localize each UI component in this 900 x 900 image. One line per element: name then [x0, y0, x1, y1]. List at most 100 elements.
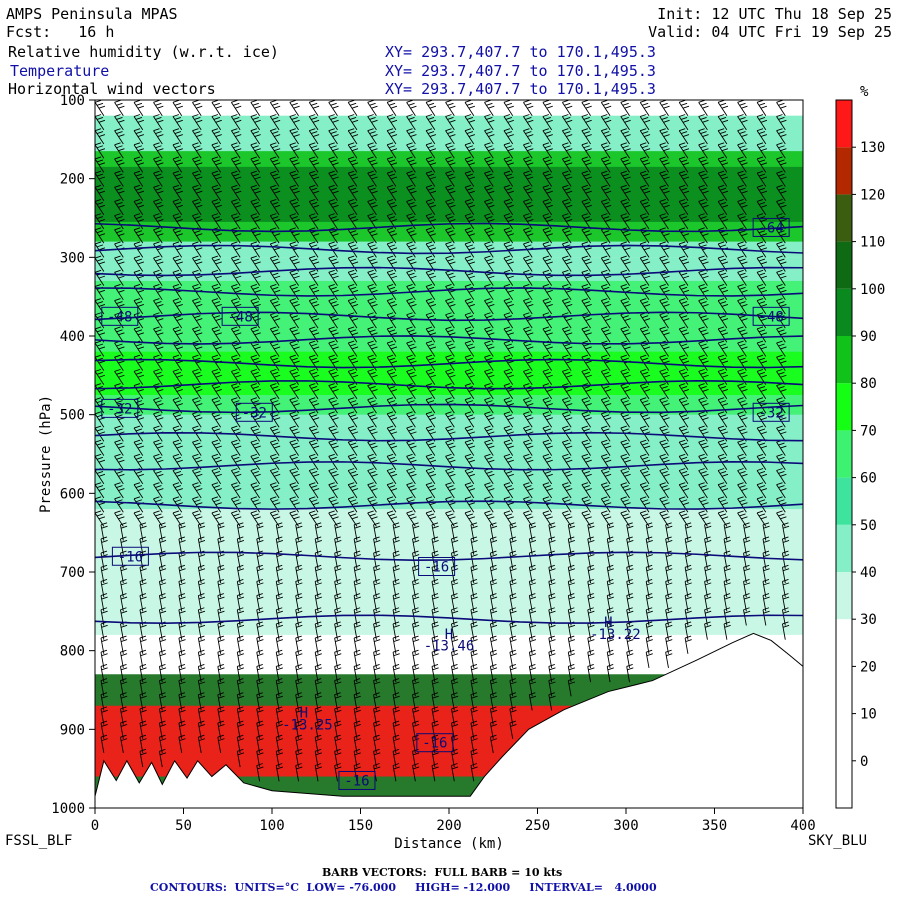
wind-barb	[503, 142, 514, 159]
isotherm	[94, 431, 804, 442]
wind-barb	[523, 368, 534, 386]
wind-barb	[133, 298, 145, 315]
wind-barb	[114, 482, 125, 499]
wind-barb	[464, 156, 475, 173]
wind-barb	[639, 114, 651, 131]
wind-barb	[659, 496, 670, 513]
wind-barb	[698, 411, 709, 428]
wind-barb	[542, 227, 553, 244]
wind-barb	[133, 227, 145, 244]
wind-barb	[776, 156, 787, 173]
wind-barb	[737, 397, 748, 414]
wind-barb	[406, 482, 417, 499]
wind-barb	[347, 510, 359, 527]
wind-barb	[678, 439, 690, 456]
wind-barb	[269, 142, 281, 159]
wind-barb	[503, 340, 514, 357]
wind-barb	[425, 142, 437, 159]
wind-barb	[211, 184, 222, 201]
isotherm	[94, 461, 804, 471]
wind-barb	[756, 326, 768, 343]
wind-barb	[600, 439, 612, 456]
wind-barb	[756, 496, 768, 513]
wind-barb	[678, 156, 690, 173]
wind-barb	[94, 439, 106, 456]
wind-barb	[386, 255, 398, 272]
right-endpoint-label: SKY_BLU	[808, 833, 868, 849]
wind-barb	[406, 425, 417, 442]
wind-barb	[464, 241, 475, 258]
wind-barb	[347, 283, 359, 301]
wind-barb	[367, 128, 378, 145]
wind-barb	[250, 326, 261, 343]
wind-barb	[484, 227, 495, 244]
isotherm	[94, 244, 804, 255]
wind-barb	[678, 99, 690, 116]
wind-barb	[172, 170, 183, 187]
y-tick-label: 200	[60, 172, 85, 188]
wind-barb	[328, 283, 339, 301]
init-time: Init: 12 UTC Thu 18 Sep 25	[657, 5, 892, 23]
wind-barb	[717, 496, 729, 513]
wind-barb	[717, 298, 729, 315]
wind-barb	[133, 368, 145, 386]
wind-barb	[698, 241, 709, 258]
wind-barb	[484, 199, 495, 216]
wind-barb	[737, 468, 748, 485]
wind-barb	[425, 468, 437, 485]
wind-barb	[561, 397, 573, 414]
wind-barb	[659, 199, 670, 216]
wind-barb	[211, 496, 222, 513]
wind-barb	[659, 397, 670, 414]
wind-barb	[737, 114, 748, 131]
wind-barb	[698, 170, 709, 187]
wind-barb	[386, 227, 398, 244]
wind-barb	[367, 170, 378, 187]
wind-barb	[211, 453, 222, 470]
wind-barb	[308, 184, 320, 201]
y-tick-label: 300	[60, 250, 85, 266]
wind-barb	[328, 482, 339, 499]
colorbar-unit: %	[860, 84, 869, 100]
wind-barb	[250, 213, 261, 230]
wind-barb	[717, 397, 729, 414]
wind-barb	[153, 298, 164, 315]
wind-barb	[503, 184, 514, 201]
wind-barb	[561, 482, 573, 499]
wind-barb	[114, 453, 125, 470]
wind-barb	[347, 213, 359, 230]
wind-barb	[542, 213, 553, 230]
wind-barb	[192, 128, 203, 145]
wind-barb	[600, 482, 612, 499]
wind-barb	[289, 283, 300, 301]
wind-barb	[153, 482, 164, 499]
wind-barb	[328, 99, 339, 116]
wind-barb	[665, 649, 673, 669]
wind-barb	[484, 340, 495, 357]
wind-barb	[698, 213, 709, 230]
x-tick-label: 200	[436, 818, 461, 834]
wind-barb	[581, 255, 592, 272]
wind-barb	[328, 340, 339, 357]
colorbar-band	[836, 288, 852, 336]
wind-barb	[698, 439, 709, 456]
wind-barb	[484, 170, 495, 187]
wind-barb	[776, 340, 787, 357]
wind-barb	[406, 368, 417, 386]
wind-barb	[678, 128, 690, 145]
wind-barb	[581, 213, 592, 230]
wind-barb	[250, 255, 261, 272]
wind-barb	[464, 482, 475, 499]
wind-barb	[542, 255, 553, 272]
wind-barb	[639, 128, 651, 145]
wind-barb	[386, 425, 398, 442]
wind-barb	[717, 326, 729, 343]
wind-barb	[231, 142, 242, 159]
wind-barb	[289, 213, 300, 230]
wind-barb	[347, 255, 359, 272]
wind-barb	[645, 649, 653, 669]
wind-barb	[678, 482, 690, 499]
wind-barb	[776, 199, 787, 216]
wind-barb	[431, 763, 439, 782]
wind-barb	[659, 99, 670, 116]
